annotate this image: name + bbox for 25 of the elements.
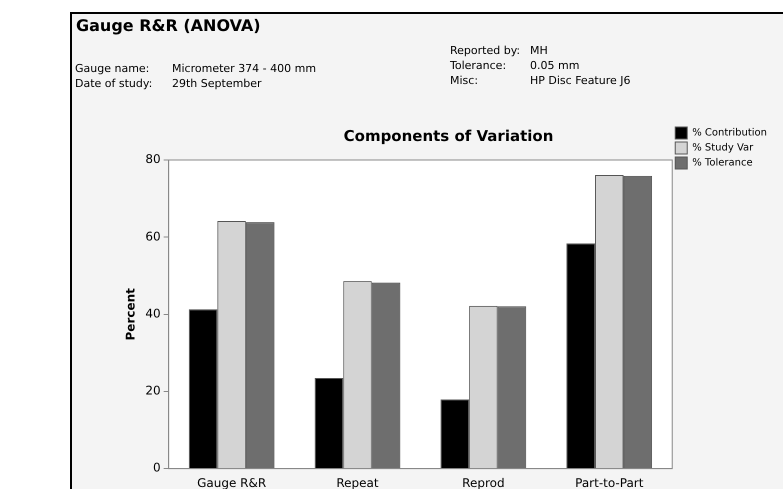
text: Micrometer 374 - 400 mm (172, 62, 316, 75)
y-tick-label: 40 (145, 306, 161, 320)
legend-label: % Contribution (692, 128, 768, 139)
x-tick-label: Reprod (462, 476, 505, 489)
text: 0.05 mm (530, 59, 580, 72)
y-tick-label: 0 (153, 460, 161, 475)
x-tick-label: Repeat (336, 476, 379, 489)
legend-label: % Tolerance (692, 158, 753, 169)
x-tick-label: Gauge R&R (197, 476, 266, 489)
text: Reported by: (450, 44, 522, 57)
y-tick-label: 60 (145, 229, 161, 244)
y-axis-title: Percent (123, 288, 138, 340)
text: Date of study: (75, 77, 154, 90)
text: 29th September (172, 77, 263, 90)
text: MH (530, 44, 549, 57)
x-tick-label: Part-to-Part (575, 476, 644, 489)
text: HP Disc Feature J6 (530, 74, 631, 87)
text: Misc: (450, 74, 480, 87)
text: Tolerance: (450, 59, 508, 72)
text: Gauge name: (75, 62, 150, 75)
y-tick-label: 20 (145, 384, 161, 398)
chart-subtitle: Components of Variation (344, 126, 554, 145)
chart-title: Gauge R&R (ANOVA) (76, 16, 261, 35)
y-tick-label: 80 (145, 152, 161, 166)
legend-label: % Study Var (692, 142, 754, 154)
